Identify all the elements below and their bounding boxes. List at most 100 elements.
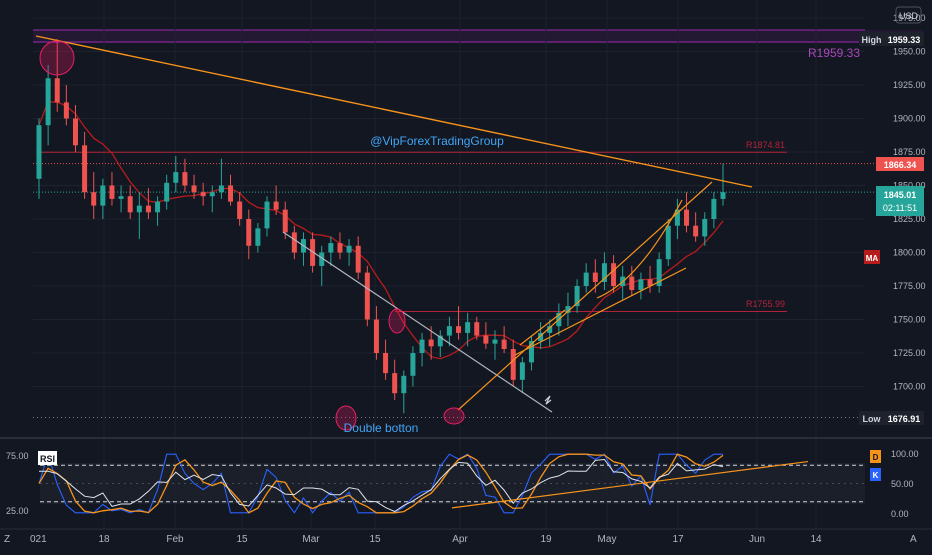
last-close: 1845.01 xyxy=(884,190,917,200)
candle-body xyxy=(601,263,607,282)
start-year-label: 021 xyxy=(30,534,47,545)
candle-body xyxy=(228,185,234,202)
y-tick-label: 1975.00 xyxy=(893,13,926,23)
candle-body xyxy=(45,78,51,126)
y-tick-label: 1850.00 xyxy=(893,181,926,191)
candle-body xyxy=(392,373,398,394)
rsi-trendline xyxy=(451,460,809,509)
y-tick-label: 1950.00 xyxy=(893,47,926,57)
y-tick-label: 1750.00 xyxy=(893,315,926,325)
x-tick-label: 18 xyxy=(98,534,110,545)
rsi-d-badge: D xyxy=(870,450,881,463)
candle-body xyxy=(565,306,571,313)
candle-body xyxy=(693,225,699,237)
candle-body xyxy=(145,205,151,213)
candle-body xyxy=(273,201,279,210)
candle-body xyxy=(474,322,480,336)
y-tick-label: 1800.00 xyxy=(893,248,926,258)
r1874-label: R1874.81 xyxy=(746,140,785,150)
candle-body xyxy=(501,339,507,349)
candle-body xyxy=(401,375,407,394)
candle-body xyxy=(36,125,42,179)
candle-body xyxy=(483,335,489,344)
candle-body xyxy=(519,362,525,380)
candle-body xyxy=(82,145,88,193)
neckline-circle xyxy=(388,308,406,334)
x-axis: 18 Feb 15 Mar 15 Apr 19 May 17 Jun 14 xyxy=(98,534,822,545)
y-tick-label: 1725.00 xyxy=(893,348,926,358)
candle-body xyxy=(465,322,471,333)
candle-body xyxy=(574,286,580,307)
ma-badge[interactable]: MA xyxy=(864,250,880,264)
candle-body xyxy=(264,201,270,229)
candle-body xyxy=(127,196,133,213)
ma-line xyxy=(38,101,724,360)
top-highlight-circle xyxy=(39,40,75,76)
candle-body xyxy=(173,172,179,183)
candle-body xyxy=(419,339,425,353)
drawings-layer xyxy=(35,35,753,431)
y-axis: 1975.00 1950.00 1925.00 1900.00 1875.00 1850.… xyxy=(893,13,926,392)
y-tick-label: 1875.00 xyxy=(893,147,926,157)
candle-body xyxy=(720,192,726,199)
high-marker: High 1959.33 xyxy=(859,32,924,46)
candle-body xyxy=(328,243,334,253)
candle-body xyxy=(383,353,389,374)
candle-body xyxy=(63,102,69,119)
ma-layer xyxy=(38,101,724,360)
candle-body xyxy=(410,353,416,376)
y-tick-label: 1900.00 xyxy=(893,114,926,124)
candle-body xyxy=(282,209,288,233)
x-tick-label: 19 xyxy=(540,534,552,545)
candle-body xyxy=(592,272,598,282)
candle-body xyxy=(72,118,78,146)
x-tick-label: 15 xyxy=(236,534,248,545)
candle-body xyxy=(291,232,297,253)
candles-layer xyxy=(36,38,726,414)
candle-body xyxy=(583,272,589,286)
candle-body xyxy=(702,219,708,237)
rsi-legend[interactable]: RSI xyxy=(38,451,57,465)
rsi-d-label: D xyxy=(873,453,879,462)
candle-body xyxy=(629,276,635,291)
auto-scale-letter[interactable]: A xyxy=(910,534,917,545)
candle-body xyxy=(510,348,516,380)
candle-body xyxy=(200,192,206,197)
currency-button[interactable]: USD xyxy=(895,6,922,24)
candle-body xyxy=(346,245,352,253)
timezone-letter[interactable]: Z xyxy=(4,534,10,545)
candle-body xyxy=(638,279,644,291)
candle-body xyxy=(182,172,188,186)
watermark-text: @VipForexTradingGroup xyxy=(370,134,504,148)
high-value: 1959.33 xyxy=(888,35,921,45)
r1959-label: R1959.33 xyxy=(808,46,860,60)
candle-body xyxy=(611,263,617,286)
falling-wedge-line xyxy=(282,231,553,413)
candle-body xyxy=(118,196,124,199)
candle-body xyxy=(155,201,161,213)
high-label: High xyxy=(862,35,882,45)
second-bottom-circle xyxy=(443,407,465,425)
candle-body xyxy=(109,185,115,199)
x-tick-label: 15 xyxy=(369,534,381,545)
candle-body xyxy=(647,279,653,286)
current-price: 1866.34 xyxy=(884,160,917,170)
candle-body xyxy=(456,326,462,333)
candle-body xyxy=(492,339,498,344)
candle-body xyxy=(665,225,671,260)
y-tick-label: 1775.00 xyxy=(893,281,926,291)
double-bottom-label: Double botton xyxy=(344,421,419,435)
stoch-d-line xyxy=(38,453,724,514)
y-tick-label: 1825.00 xyxy=(893,214,926,224)
candle-body xyxy=(100,185,106,206)
countdown: 02:11:51 xyxy=(883,203,917,213)
candle-body xyxy=(209,192,215,197)
ma-badge-label: MA xyxy=(866,254,879,263)
candle-body xyxy=(54,78,60,103)
candle-body xyxy=(191,185,197,193)
candle-body xyxy=(255,228,261,246)
y-tick-label: 1700.00 xyxy=(893,382,926,392)
candle-body xyxy=(364,272,370,320)
